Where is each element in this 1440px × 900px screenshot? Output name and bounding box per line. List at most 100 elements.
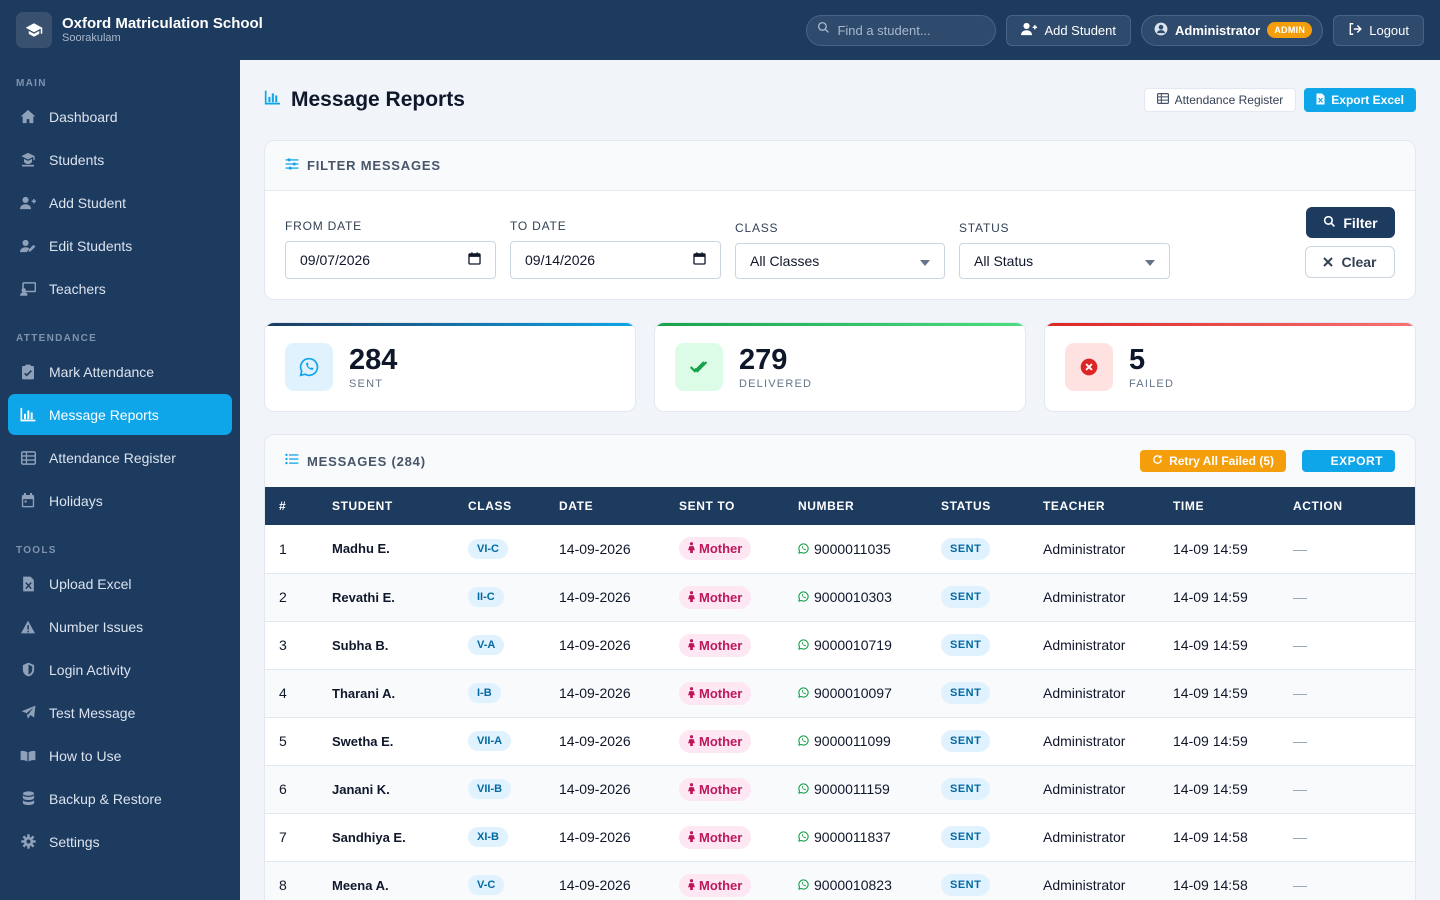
sent-to-badge: Mother [679, 633, 752, 657]
female-icon [688, 590, 695, 605]
add-student-label: Add Student [1044, 22, 1116, 38]
phone-number: 9000010719 [798, 637, 892, 653]
calendar-icon [20, 493, 36, 509]
gear-icon [20, 834, 36, 850]
class-badge: I-B [468, 683, 501, 703]
column-header[interactable]: CLASS [468, 499, 512, 513]
table-row[interactable]: 4 Tharani A. I-B 14-09-2026 Mother 9000010097… [265, 669, 1415, 718]
status-select[interactable]: All Status [959, 243, 1170, 279]
row-action: — [1279, 717, 1415, 766]
message-date: 14-09-2026 [545, 813, 665, 862]
message-date: 14-09-2026 [545, 621, 665, 670]
class-badge: II-C [468, 587, 504, 607]
sidebar-item-settings[interactable]: Settings [8, 821, 232, 862]
whatsapp-icon [798, 877, 809, 893]
student-search[interactable] [806, 14, 997, 46]
school-name: Oxford Matriculation School [62, 15, 263, 32]
sidebar-item-test-message[interactable]: Test Message [8, 692, 232, 733]
warning-icon [20, 619, 36, 635]
sidebar-item-number-issues[interactable]: Number Issues [8, 606, 232, 647]
table-row[interactable]: 1 Madhu E. VI-C 14-09-2026 Mother 9000011035 S… [265, 525, 1415, 574]
female-icon [688, 782, 695, 797]
sidebar-item-login-activity[interactable]: Login Activity [8, 649, 232, 690]
sidebar-item-students[interactable]: Students [8, 139, 232, 180]
message-time: 14-09 14:58 [1159, 861, 1279, 900]
sidebar-item-upload-excel[interactable]: Upload Excel [8, 563, 232, 604]
calendar-icon [693, 252, 706, 268]
sidebar-item-holidays[interactable]: Holidays [8, 480, 232, 521]
sent-to-label: Mother [699, 877, 743, 893]
search-icon [817, 21, 830, 39]
column-header[interactable]: DATE [559, 499, 594, 513]
sent-to-label: Mother [699, 589, 743, 605]
row-number: 8 [265, 861, 318, 900]
home-icon [20, 109, 36, 125]
message-time: 14-09 14:59 [1159, 621, 1279, 670]
add-student-button[interactable]: Add Student [1006, 14, 1131, 46]
sidebar-item-how-to-use[interactable]: How to Use [8, 735, 232, 776]
class-select-value: All Classes [750, 253, 820, 269]
column-header[interactable]: SENT TO [679, 499, 735, 513]
female-icon [688, 541, 695, 556]
sidebar-item-message-reports[interactable]: Message Reports [8, 394, 232, 435]
row-number: 1 [265, 525, 318, 574]
sidebar-item-dashboard[interactable]: Dashboard [8, 96, 232, 137]
teacher-name: Administrator [1029, 573, 1159, 622]
attendance-register-button[interactable]: Attendance Register [1143, 88, 1297, 112]
column-header[interactable]: NUMBER [798, 499, 855, 513]
message-time: 14-09 14:58 [1159, 813, 1279, 862]
class-label: CLASS [735, 221, 779, 235]
sidebar-item-edit-students[interactable]: Edit Students [8, 225, 232, 266]
message-date: 14-09-2026 [545, 861, 665, 900]
table-row[interactable]: 6 Janani K. VII-B 14-09-2026 Mother 900001115… [265, 765, 1415, 814]
logout-button[interactable]: Logout [1333, 14, 1424, 46]
table-row[interactable]: 5 Swetha E. VII-A 14-09-2026 Mother 900001109… [265, 717, 1415, 766]
user-plus-icon [20, 195, 36, 211]
status-label: STATUS [959, 221, 1010, 235]
sidebar-item-backup-restore[interactable]: Backup & Restore [8, 778, 232, 819]
table-row[interactable]: 3 Subha B. V-A 14-09-2026 Mother 9000010719 SE… [265, 621, 1415, 670]
export-excel-button[interactable]: Export Excel [1304, 88, 1416, 112]
delivered-label: DELIVERED [739, 378, 813, 390]
teacher-name: Administrator [1029, 669, 1159, 718]
export-button[interactable]: EXPORT [1302, 450, 1395, 472]
column-header[interactable]: STATUS [941, 499, 991, 513]
column-header[interactable]: STUDENT [332, 499, 393, 513]
sidebar-item-teachers[interactable]: Teachers [8, 268, 232, 309]
export-excel-label: Export Excel [1331, 93, 1404, 107]
sidebar-item-attendance-register[interactable]: Attendance Register [8, 437, 232, 478]
from-date-input[interactable]: 09/07/2026 [285, 241, 496, 279]
whatsapp-icon [798, 589, 809, 605]
filter-button[interactable]: Filter [1306, 207, 1395, 238]
search-input[interactable] [837, 22, 978, 38]
to-date-input[interactable]: 09/14/2026 [510, 241, 721, 279]
sidebar-item-label: Backup & Restore [49, 790, 162, 807]
column-header[interactable]: TEACHER [1043, 499, 1106, 513]
user-name: Administrator [1175, 22, 1261, 38]
failed-label: FAILED [1129, 378, 1175, 390]
table-icon [1156, 92, 1169, 107]
class-select[interactable]: All Classes [735, 243, 945, 279]
row-number: 3 [265, 621, 318, 670]
sent-to-badge: Mother [679, 825, 752, 849]
status-badge: SENT [941, 874, 991, 896]
table-row[interactable]: 8 Meena A. V-C 14-09-2026 Mother 9000010823 SE… [265, 861, 1415, 900]
user-menu[interactable]: Administrator ADMIN [1141, 14, 1324, 46]
stat-card-failed: 5 FAILED [1044, 322, 1416, 412]
column-header[interactable]: TIME [1173, 499, 1205, 513]
table-row[interactable]: 2 Revathi E. II-C 14-09-2026 Mother 900001030… [265, 573, 1415, 622]
brand[interactable]: Oxford Matriculation School Soorakulam [16, 12, 416, 48]
sent-to-label: Mother [699, 541, 743, 557]
table-row[interactable]: 7 Sandhiya E. XI-B 14-09-2026 Mother 90000118… [265, 813, 1415, 862]
row-action: — [1279, 573, 1415, 622]
sidebar-item-mark-attendance[interactable]: Mark Attendance [8, 351, 232, 392]
retry-all-failed-button[interactable]: Retry All Failed (5) [1140, 450, 1286, 472]
clear-button[interactable]: Clear [1305, 246, 1395, 278]
sent-to-badge: Mother [679, 585, 752, 609]
sidebar-item-label: Mark Attendance [49, 363, 155, 380]
sidebar-item-add-student[interactable]: Add Student [8, 182, 232, 223]
row-action: — [1279, 669, 1415, 718]
paper-plane-icon [20, 705, 36, 721]
user-edit-icon [20, 238, 36, 254]
row-number: 4 [265, 669, 318, 718]
